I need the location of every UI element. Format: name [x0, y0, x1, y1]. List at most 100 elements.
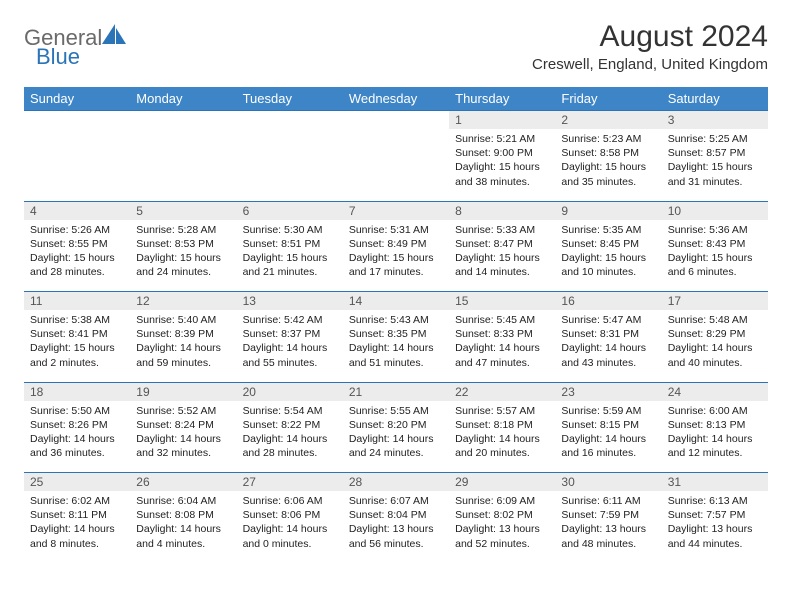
sunrise-line: Sunrise: 5:50 AM	[30, 404, 124, 418]
sunrise-line: Sunrise: 6:02 AM	[30, 494, 124, 508]
daylight-line: Daylight: 15 hours and 14 minutes.	[455, 251, 549, 279]
calendar-week-row: 25Sunrise: 6:02 AMSunset: 8:11 PMDayligh…	[24, 473, 768, 564]
daylight-line: Daylight: 14 hours and 24 minutes.	[349, 432, 443, 460]
daylight-line: Daylight: 13 hours and 48 minutes.	[561, 522, 655, 550]
sunset-line: Sunset: 8:45 PM	[561, 237, 655, 251]
day-details: Sunrise: 5:35 AMSunset: 8:45 PMDaylight:…	[555, 220, 661, 284]
calendar-day-cell: 1Sunrise: 5:21 AMSunset: 9:00 PMDaylight…	[449, 111, 555, 202]
day-details: Sunrise: 6:04 AMSunset: 8:08 PMDaylight:…	[130, 491, 236, 555]
title-block: August 2024 Creswell, England, United Ki…	[532, 20, 768, 73]
logo-text-blue: Blue	[36, 44, 80, 70]
day-details: Sunrise: 5:55 AMSunset: 8:20 PMDaylight:…	[343, 401, 449, 465]
day-number: 23	[555, 383, 661, 401]
sunrise-line: Sunrise: 6:09 AM	[455, 494, 549, 508]
daylight-line: Daylight: 13 hours and 52 minutes.	[455, 522, 549, 550]
day-number: 22	[449, 383, 555, 401]
calendar-day-cell: 8Sunrise: 5:33 AMSunset: 8:47 PMDaylight…	[449, 201, 555, 292]
calendar-day-cell: 6Sunrise: 5:30 AMSunset: 8:51 PMDaylight…	[237, 201, 343, 292]
day-details: Sunrise: 5:25 AMSunset: 8:57 PMDaylight:…	[662, 129, 768, 193]
day-details: Sunrise: 6:00 AMSunset: 8:13 PMDaylight:…	[662, 401, 768, 465]
day-number: 18	[24, 383, 130, 401]
daylight-line: Daylight: 13 hours and 56 minutes.	[349, 522, 443, 550]
calendar-day-cell: 4Sunrise: 5:26 AMSunset: 8:55 PMDaylight…	[24, 201, 130, 292]
sunrise-line: Sunrise: 6:00 AM	[668, 404, 762, 418]
sunset-line: Sunset: 8:33 PM	[455, 327, 549, 341]
day-header-cell: Sunday	[24, 87, 130, 111]
calendar-day-cell: 27Sunrise: 6:06 AMSunset: 8:06 PMDayligh…	[237, 473, 343, 564]
day-number: 16	[555, 292, 661, 310]
daylight-line: Daylight: 14 hours and 16 minutes.	[561, 432, 655, 460]
day-details: Sunrise: 5:59 AMSunset: 8:15 PMDaylight:…	[555, 401, 661, 465]
day-details: Sunrise: 5:30 AMSunset: 8:51 PMDaylight:…	[237, 220, 343, 284]
calendar-day-cell: 7Sunrise: 5:31 AMSunset: 8:49 PMDaylight…	[343, 201, 449, 292]
calendar-day-cell: 15Sunrise: 5:45 AMSunset: 8:33 PMDayligh…	[449, 292, 555, 383]
sunset-line: Sunset: 8:26 PM	[30, 418, 124, 432]
daylight-line: Daylight: 15 hours and 24 minutes.	[136, 251, 230, 279]
day-header-cell: Friday	[555, 87, 661, 111]
sunset-line: Sunset: 8:47 PM	[455, 237, 549, 251]
day-header-cell: Wednesday	[343, 87, 449, 111]
sunset-line: Sunset: 8:18 PM	[455, 418, 549, 432]
day-number: 8	[449, 202, 555, 220]
sunrise-line: Sunrise: 5:43 AM	[349, 313, 443, 327]
logo-sail-icon	[102, 24, 128, 51]
day-details: Sunrise: 6:09 AMSunset: 8:02 PMDaylight:…	[449, 491, 555, 555]
day-number: 17	[662, 292, 768, 310]
sunset-line: Sunset: 8:31 PM	[561, 327, 655, 341]
sunset-line: Sunset: 8:04 PM	[349, 508, 443, 522]
sunrise-line: Sunrise: 5:28 AM	[136, 223, 230, 237]
sunrise-line: Sunrise: 5:59 AM	[561, 404, 655, 418]
day-number: 28	[343, 473, 449, 491]
daylight-line: Daylight: 15 hours and 2 minutes.	[30, 341, 124, 369]
sunset-line: Sunset: 8:49 PM	[349, 237, 443, 251]
day-details: Sunrise: 5:31 AMSunset: 8:49 PMDaylight:…	[343, 220, 449, 284]
day-header-row: SundayMondayTuesdayWednesdayThursdayFrid…	[24, 87, 768, 111]
sunrise-line: Sunrise: 5:26 AM	[30, 223, 124, 237]
daylight-line: Daylight: 14 hours and 8 minutes.	[30, 522, 124, 550]
calendar-day-cell: 10Sunrise: 5:36 AMSunset: 8:43 PMDayligh…	[662, 201, 768, 292]
daylight-line: Daylight: 15 hours and 38 minutes.	[455, 160, 549, 188]
sunset-line: Sunset: 8:02 PM	[455, 508, 549, 522]
sunset-line: Sunset: 8:20 PM	[349, 418, 443, 432]
sunset-line: Sunset: 8:29 PM	[668, 327, 762, 341]
sunrise-line: Sunrise: 5:55 AM	[349, 404, 443, 418]
sunrise-line: Sunrise: 5:54 AM	[243, 404, 337, 418]
sunrise-line: Sunrise: 5:48 AM	[668, 313, 762, 327]
day-number: 30	[555, 473, 661, 491]
sunrise-line: Sunrise: 5:38 AM	[30, 313, 124, 327]
sunrise-line: Sunrise: 6:06 AM	[243, 494, 337, 508]
day-header-cell: Monday	[130, 87, 236, 111]
day-number: 4	[24, 202, 130, 220]
sunset-line: Sunset: 8:57 PM	[668, 146, 762, 160]
day-number: 12	[130, 292, 236, 310]
calendar-day-cell: 12Sunrise: 5:40 AMSunset: 8:39 PMDayligh…	[130, 292, 236, 383]
day-number: 27	[237, 473, 343, 491]
day-details: Sunrise: 5:36 AMSunset: 8:43 PMDaylight:…	[662, 220, 768, 284]
day-number: 31	[662, 473, 768, 491]
daylight-line: Daylight: 14 hours and 36 minutes.	[30, 432, 124, 460]
sunset-line: Sunset: 8:55 PM	[30, 237, 124, 251]
daylight-line: Daylight: 14 hours and 47 minutes.	[455, 341, 549, 369]
day-details: Sunrise: 5:40 AMSunset: 8:39 PMDaylight:…	[130, 310, 236, 374]
calendar-body: 1Sunrise: 5:21 AMSunset: 9:00 PMDaylight…	[24, 111, 768, 564]
page-header: General August 2024 Creswell, England, U…	[24, 20, 768, 73]
daylight-line: Daylight: 14 hours and 40 minutes.	[668, 341, 762, 369]
sunset-line: Sunset: 8:06 PM	[243, 508, 337, 522]
sunrise-line: Sunrise: 5:25 AM	[668, 132, 762, 146]
daylight-line: Daylight: 15 hours and 10 minutes.	[561, 251, 655, 279]
sunrise-line: Sunrise: 5:30 AM	[243, 223, 337, 237]
calendar-week-row: 18Sunrise: 5:50 AMSunset: 8:26 PMDayligh…	[24, 382, 768, 473]
daylight-line: Daylight: 15 hours and 21 minutes.	[243, 251, 337, 279]
day-details: Sunrise: 5:52 AMSunset: 8:24 PMDaylight:…	[130, 401, 236, 465]
calendar-day-cell: 16Sunrise: 5:47 AMSunset: 8:31 PMDayligh…	[555, 292, 661, 383]
calendar-day-cell: 9Sunrise: 5:35 AMSunset: 8:45 PMDaylight…	[555, 201, 661, 292]
calendar-day-cell: 21Sunrise: 5:55 AMSunset: 8:20 PMDayligh…	[343, 382, 449, 473]
sunset-line: Sunset: 8:39 PM	[136, 327, 230, 341]
day-details: Sunrise: 5:33 AMSunset: 8:47 PMDaylight:…	[449, 220, 555, 284]
sunset-line: Sunset: 8:37 PM	[243, 327, 337, 341]
sunrise-line: Sunrise: 5:47 AM	[561, 313, 655, 327]
day-details: Sunrise: 5:42 AMSunset: 8:37 PMDaylight:…	[237, 310, 343, 374]
day-details: Sunrise: 6:07 AMSunset: 8:04 PMDaylight:…	[343, 491, 449, 555]
day-number: 21	[343, 383, 449, 401]
day-number: 19	[130, 383, 236, 401]
